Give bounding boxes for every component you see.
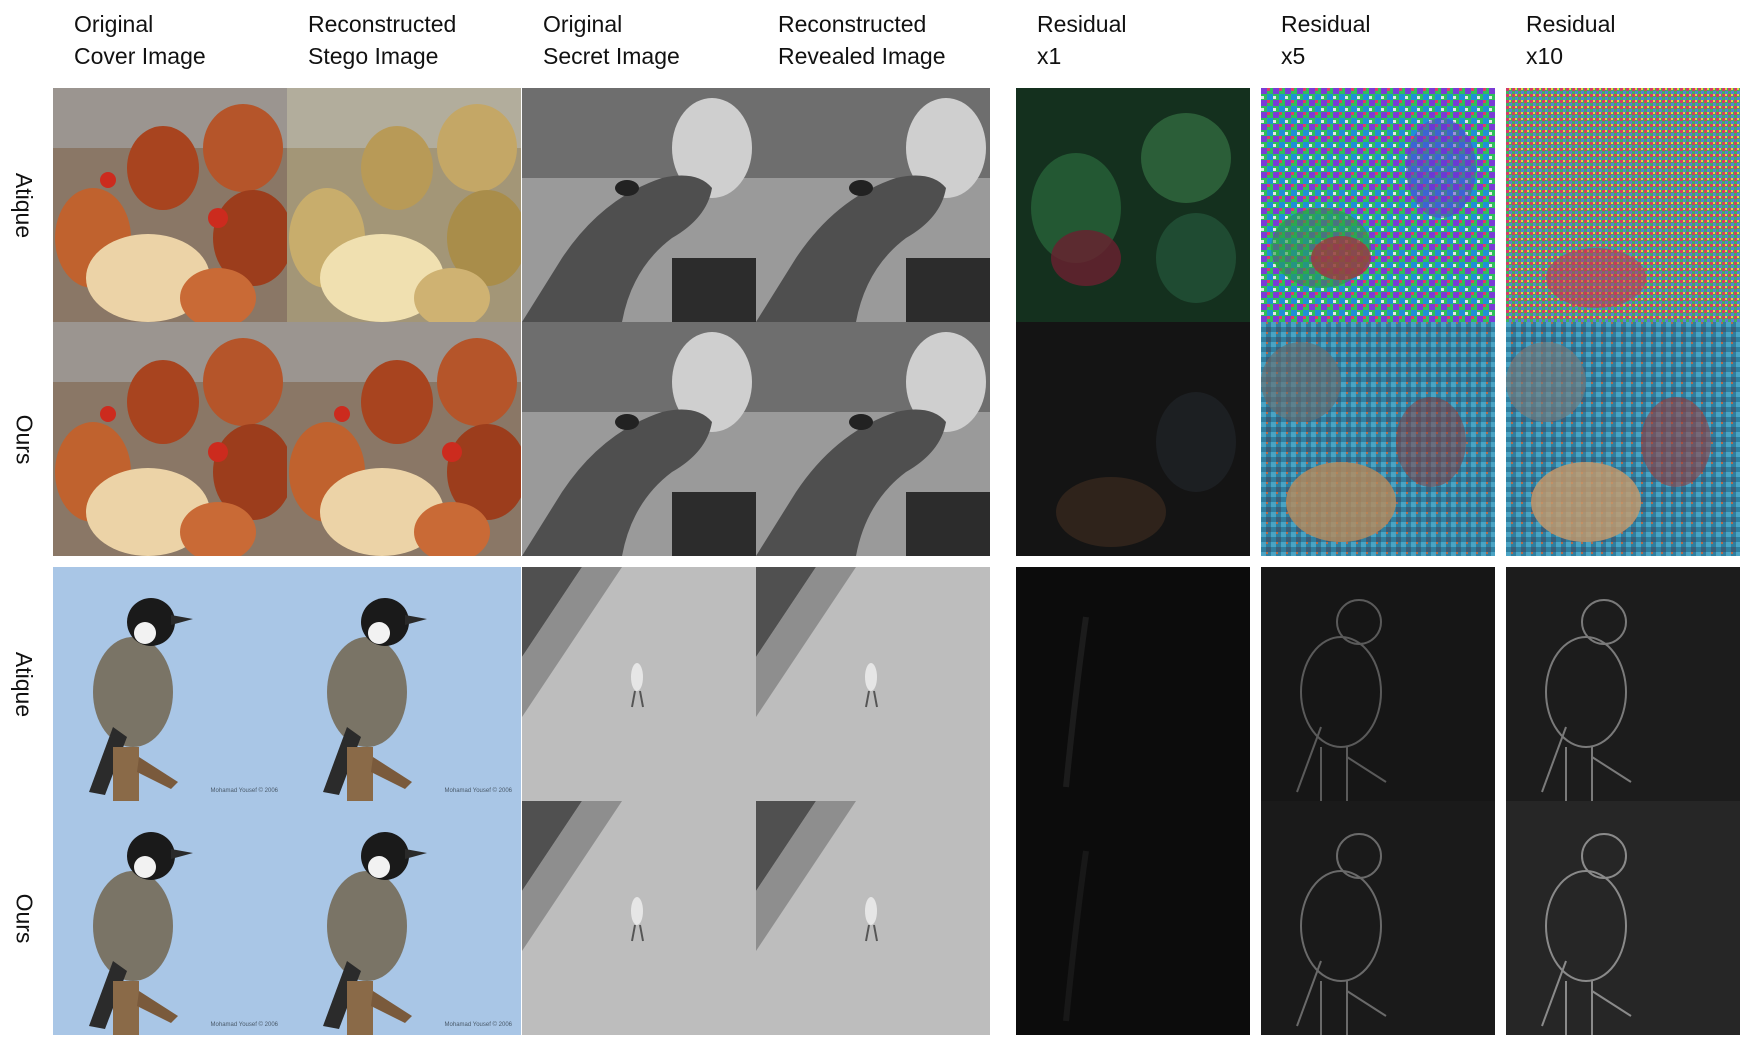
revealed-image bbox=[756, 801, 990, 1035]
row-label-atique-bird: Atique bbox=[0, 567, 48, 801]
column-header-reconstructed-stego: Reconstructed Stego Image bbox=[308, 8, 456, 72]
header-line: x5 bbox=[1281, 43, 1306, 69]
residual-x10-image bbox=[1506, 322, 1740, 556]
header-line: Reconstructed bbox=[778, 11, 927, 37]
header-line: Residual bbox=[1526, 11, 1616, 37]
header-line: Revealed Image bbox=[778, 43, 946, 69]
column-header-residual-x10: Residual x10 bbox=[1526, 8, 1616, 72]
cover-image bbox=[53, 88, 287, 322]
residual-x1-image bbox=[1016, 88, 1250, 322]
column-header-residual-x5: Residual x5 bbox=[1281, 8, 1371, 72]
row-label-text: Atique bbox=[11, 651, 38, 717]
secret-image bbox=[522, 801, 756, 1035]
column-header-residual-x1: Residual x1 bbox=[1037, 8, 1127, 72]
stego-image bbox=[287, 88, 521, 322]
residual-x5-image bbox=[1261, 801, 1495, 1035]
header-line: Original bbox=[543, 11, 623, 37]
header-line: Stego Image bbox=[308, 43, 439, 69]
row-label-text: Atique bbox=[11, 172, 38, 238]
revealed-image bbox=[756, 88, 990, 322]
watermark-text: Mohamad Yousef © 2006 bbox=[445, 1021, 513, 1028]
column-header-original-secret: Original Secret Image bbox=[543, 8, 680, 72]
header-line: Residual bbox=[1281, 11, 1371, 37]
column-header-original-cover: Original Cover Image bbox=[74, 8, 206, 72]
secret-image bbox=[522, 88, 756, 322]
row-label-text: Ours bbox=[11, 414, 38, 464]
residual-x10-image bbox=[1506, 88, 1740, 322]
stego-image: Mohamad Yousef © 2006 bbox=[287, 801, 521, 1035]
residual-x10-image bbox=[1506, 801, 1740, 1035]
row-label-text: Ours bbox=[11, 893, 38, 943]
residual-x5-image bbox=[1261, 88, 1495, 322]
residual-x5-image bbox=[1261, 322, 1495, 556]
revealed-image bbox=[756, 567, 990, 801]
residual-x1-image bbox=[1016, 322, 1250, 556]
header-line: Cover Image bbox=[74, 43, 206, 69]
header-line: Residual bbox=[1037, 11, 1127, 37]
residual-x1-image bbox=[1016, 567, 1250, 801]
row-label-atique-hens: Atique bbox=[0, 88, 48, 322]
residual-x10-image bbox=[1506, 567, 1740, 801]
stego-image: Mohamad Yousef © 2006 bbox=[287, 567, 521, 801]
header-line: Original bbox=[74, 11, 154, 37]
watermark-text: Mohamad Yousef © 2006 bbox=[445, 787, 513, 794]
cover-image: Mohamad Yousef © 2006 bbox=[53, 567, 287, 801]
residual-x1-image bbox=[1016, 801, 1250, 1035]
row-label-ours-hens: Ours bbox=[0, 322, 48, 556]
residual-x5-image bbox=[1261, 567, 1495, 801]
cover-image bbox=[53, 322, 287, 556]
header-line: x10 bbox=[1526, 43, 1564, 69]
stego-image bbox=[287, 322, 521, 556]
header-line: Reconstructed bbox=[308, 11, 457, 37]
watermark-text: Mohamad Yousef © 2006 bbox=[211, 787, 279, 794]
header-line: x1 bbox=[1037, 43, 1062, 69]
secret-image bbox=[522, 567, 756, 801]
header-line: Secret Image bbox=[543, 43, 680, 69]
watermark-text: Mohamad Yousef © 2006 bbox=[211, 1021, 279, 1028]
revealed-image bbox=[756, 322, 990, 556]
secret-image bbox=[522, 322, 756, 556]
cover-image: Mohamad Yousef © 2006 bbox=[53, 801, 287, 1035]
column-header-reconstructed-revealed: Reconstructed Revealed Image bbox=[778, 8, 946, 72]
row-label-ours-bird: Ours bbox=[0, 801, 48, 1035]
